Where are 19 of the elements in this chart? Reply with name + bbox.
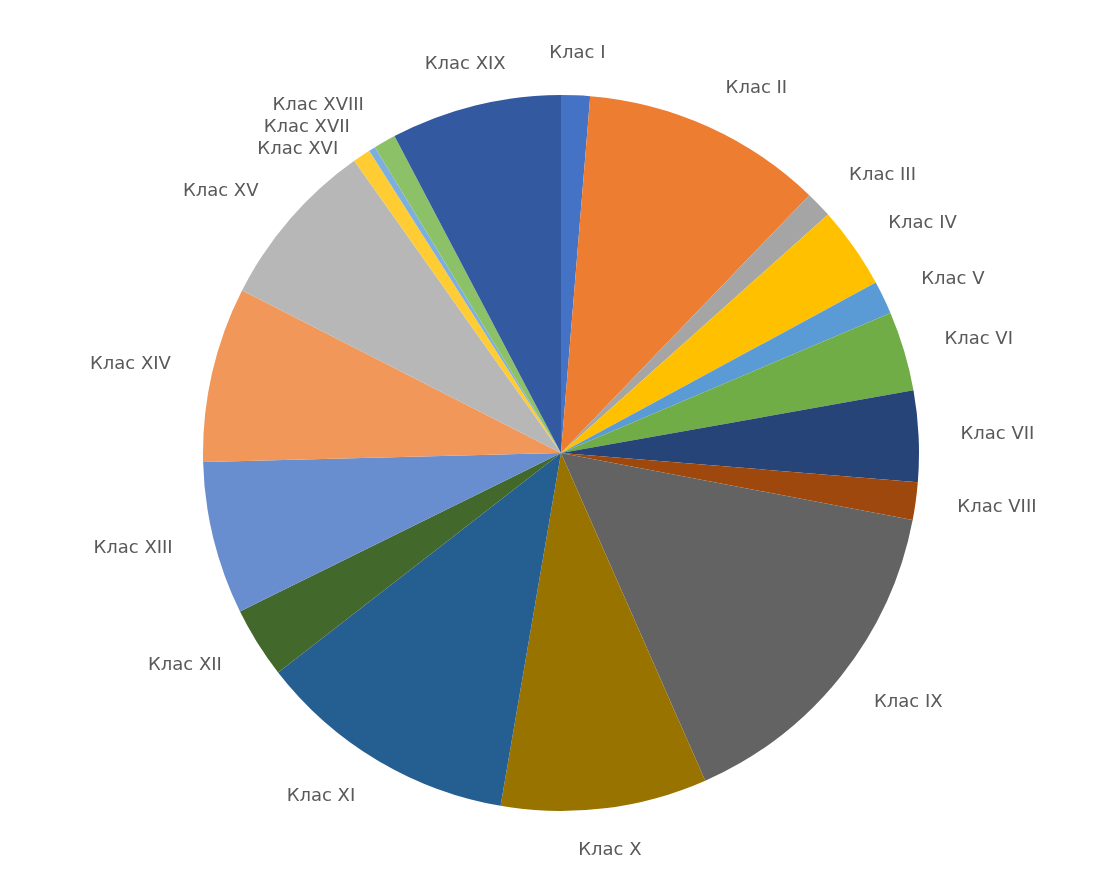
slice-label: Клас XVIII bbox=[272, 92, 364, 114]
slice-label: Клас X bbox=[578, 837, 642, 859]
slice-label: Клас XII bbox=[148, 652, 222, 674]
slice-label: Клас XIII bbox=[93, 536, 173, 558]
slice-label: Клас V bbox=[921, 266, 986, 288]
slice-label: Клас XIV bbox=[90, 352, 172, 374]
slice-label: Клас VII bbox=[960, 421, 1035, 443]
slice-label: Клас XIX bbox=[424, 52, 506, 74]
slice-label: Клас XV bbox=[182, 178, 260, 200]
slice-label: Клас IV bbox=[888, 210, 958, 232]
slice-label: Клас III bbox=[849, 163, 916, 185]
slice-label: Клас XI bbox=[286, 783, 356, 805]
slice-label: Клас XVI bbox=[257, 136, 339, 158]
slice-label: Клас IX bbox=[873, 689, 943, 711]
slice-label: Клас VIII bbox=[957, 494, 1037, 516]
slice-label: Клас XVII bbox=[263, 114, 350, 136]
slice-label: Клас VI bbox=[944, 326, 1013, 348]
slice-label: Клас II bbox=[725, 76, 788, 98]
slice-label: Клас I bbox=[549, 41, 606, 63]
